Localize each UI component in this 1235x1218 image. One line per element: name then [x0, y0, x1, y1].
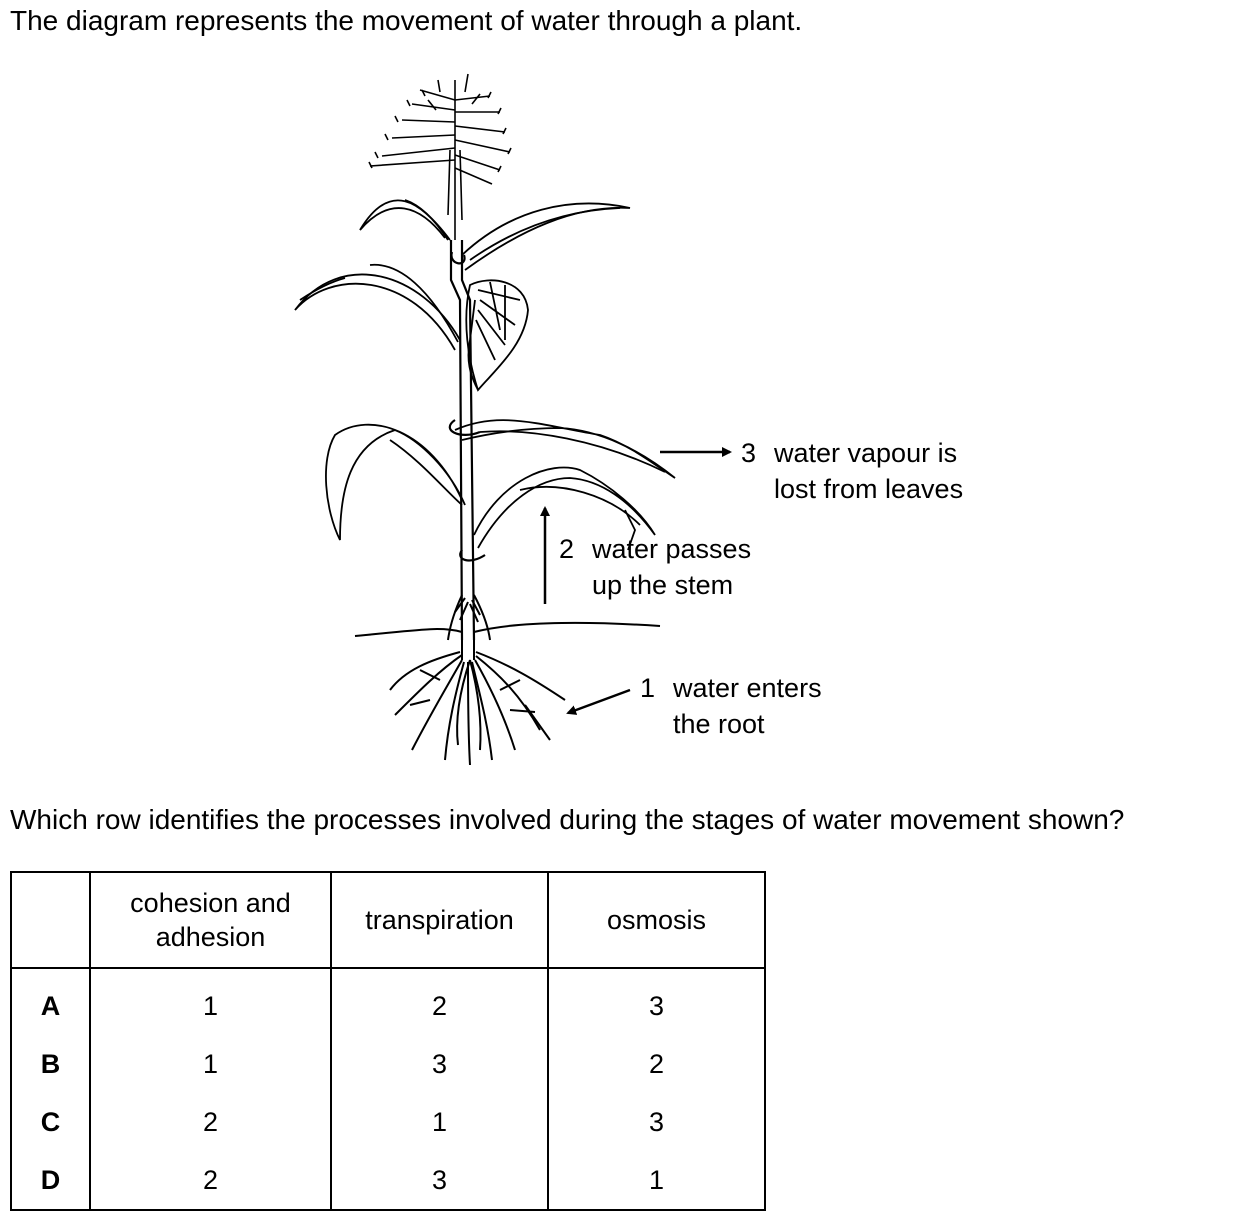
- label-3-line-1: water vapour is: [774, 438, 958, 468]
- row-key: D: [10, 1151, 91, 1211]
- label-stage-3: 3 water vapour is lost from leaves: [741, 435, 963, 507]
- cell-cohesion: 2: [89, 1093, 332, 1151]
- cell-transpiration: 3: [330, 1151, 549, 1211]
- tassel-illustration: [368, 73, 512, 240]
- header-cell-blank: [10, 871, 91, 969]
- table-row[interactable]: C 2 1 3: [10, 1093, 766, 1151]
- row-key: B: [10, 1035, 91, 1093]
- question-text: Which row identifies the processes invol…: [10, 804, 1125, 835]
- label-2-number: 2: [559, 534, 575, 564]
- header-osmosis: osmosis: [547, 871, 766, 969]
- cell-transpiration: 3: [330, 1035, 549, 1093]
- table-row[interactable]: D 2 3 1: [10, 1151, 766, 1211]
- label-2-line-1: water passes: [592, 534, 752, 564]
- label-3-line-2: lost from leaves: [774, 474, 964, 504]
- label-2-line-2: up the stem: [592, 570, 734, 600]
- answer-table: cohesion and adhesion transpiration osmo…: [10, 871, 766, 1211]
- table-header-row: cohesion and adhesion transpiration osmo…: [10, 871, 766, 969]
- roots-illustration: [389, 594, 566, 766]
- label-stage-2: 2 water passes up the stem: [559, 531, 751, 603]
- cell-transpiration: 2: [330, 968, 549, 1035]
- table-row[interactable]: B 1 3 2: [10, 1035, 766, 1093]
- ground-line: [354, 621, 661, 637]
- stem-illustration: [448, 240, 486, 641]
- leaves-illustration: [294, 199, 676, 551]
- label-stage-1: 1 water enters the root: [640, 670, 822, 742]
- cell-cohesion: 2: [89, 1151, 332, 1211]
- row-key: A: [10, 968, 91, 1035]
- header-transpiration: transpiration: [330, 871, 549, 969]
- arrow-1: [566, 688, 631, 715]
- header-cohesion: cohesion and adhesion: [89, 871, 332, 969]
- plant-diagram: [294, 73, 732, 766]
- label-1-number: 1: [640, 673, 656, 703]
- cell-osmosis: 3: [547, 1093, 766, 1151]
- cell-cohesion: 1: [89, 1035, 332, 1093]
- intro-text: The diagram represents the movement of w…: [10, 5, 803, 36]
- label-1-line-2: the root: [673, 709, 765, 739]
- cell-cohesion: 1: [89, 968, 332, 1035]
- cell-osmosis: 2: [547, 1035, 766, 1093]
- cell-osmosis: 3: [547, 968, 766, 1035]
- cell-transpiration: 1: [330, 1093, 549, 1151]
- cell-osmosis: 1: [547, 1151, 766, 1211]
- label-1-line-1: water enters: [673, 673, 822, 703]
- row-key: C: [10, 1093, 91, 1151]
- label-3-number: 3: [741, 438, 757, 468]
- table-row[interactable]: A 1 2 3: [10, 968, 766, 1035]
